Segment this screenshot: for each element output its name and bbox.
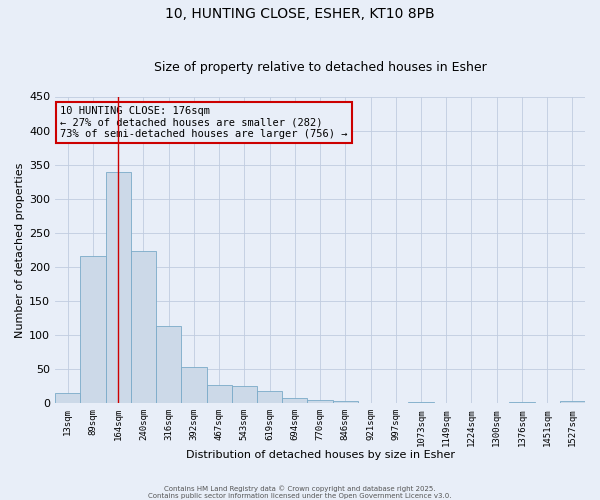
Bar: [106, 172, 131, 404]
Bar: [434, 402, 459, 404]
Bar: [409, 402, 434, 404]
Text: 10, HUNTING CLOSE, ESHER, KT10 8PB: 10, HUNTING CLOSE, ESHER, KT10 8PB: [165, 8, 435, 22]
Bar: [282, 398, 307, 404]
Title: Size of property relative to detached houses in Esher: Size of property relative to detached ho…: [154, 62, 487, 74]
Bar: [156, 326, 181, 404]
Bar: [459, 402, 484, 404]
Bar: [509, 402, 535, 404]
Bar: [307, 400, 332, 404]
Bar: [206, 385, 232, 404]
X-axis label: Distribution of detached houses by size in Esher: Distribution of detached houses by size …: [185, 450, 455, 460]
Text: 10 HUNTING CLOSE: 176sqm
← 27% of detached houses are smaller (282)
73% of semi-: 10 HUNTING CLOSE: 176sqm ← 27% of detach…: [61, 106, 348, 139]
Bar: [80, 256, 106, 404]
Bar: [55, 393, 80, 404]
Text: Contains public sector information licensed under the Open Government Licence v3: Contains public sector information licen…: [148, 493, 452, 499]
Bar: [257, 391, 282, 404]
Bar: [560, 402, 585, 404]
Bar: [181, 366, 206, 404]
Bar: [332, 400, 358, 404]
Y-axis label: Number of detached properties: Number of detached properties: [15, 162, 25, 338]
Text: Contains HM Land Registry data © Crown copyright and database right 2025.: Contains HM Land Registry data © Crown c…: [164, 486, 436, 492]
Bar: [232, 386, 257, 404]
Bar: [131, 252, 156, 404]
